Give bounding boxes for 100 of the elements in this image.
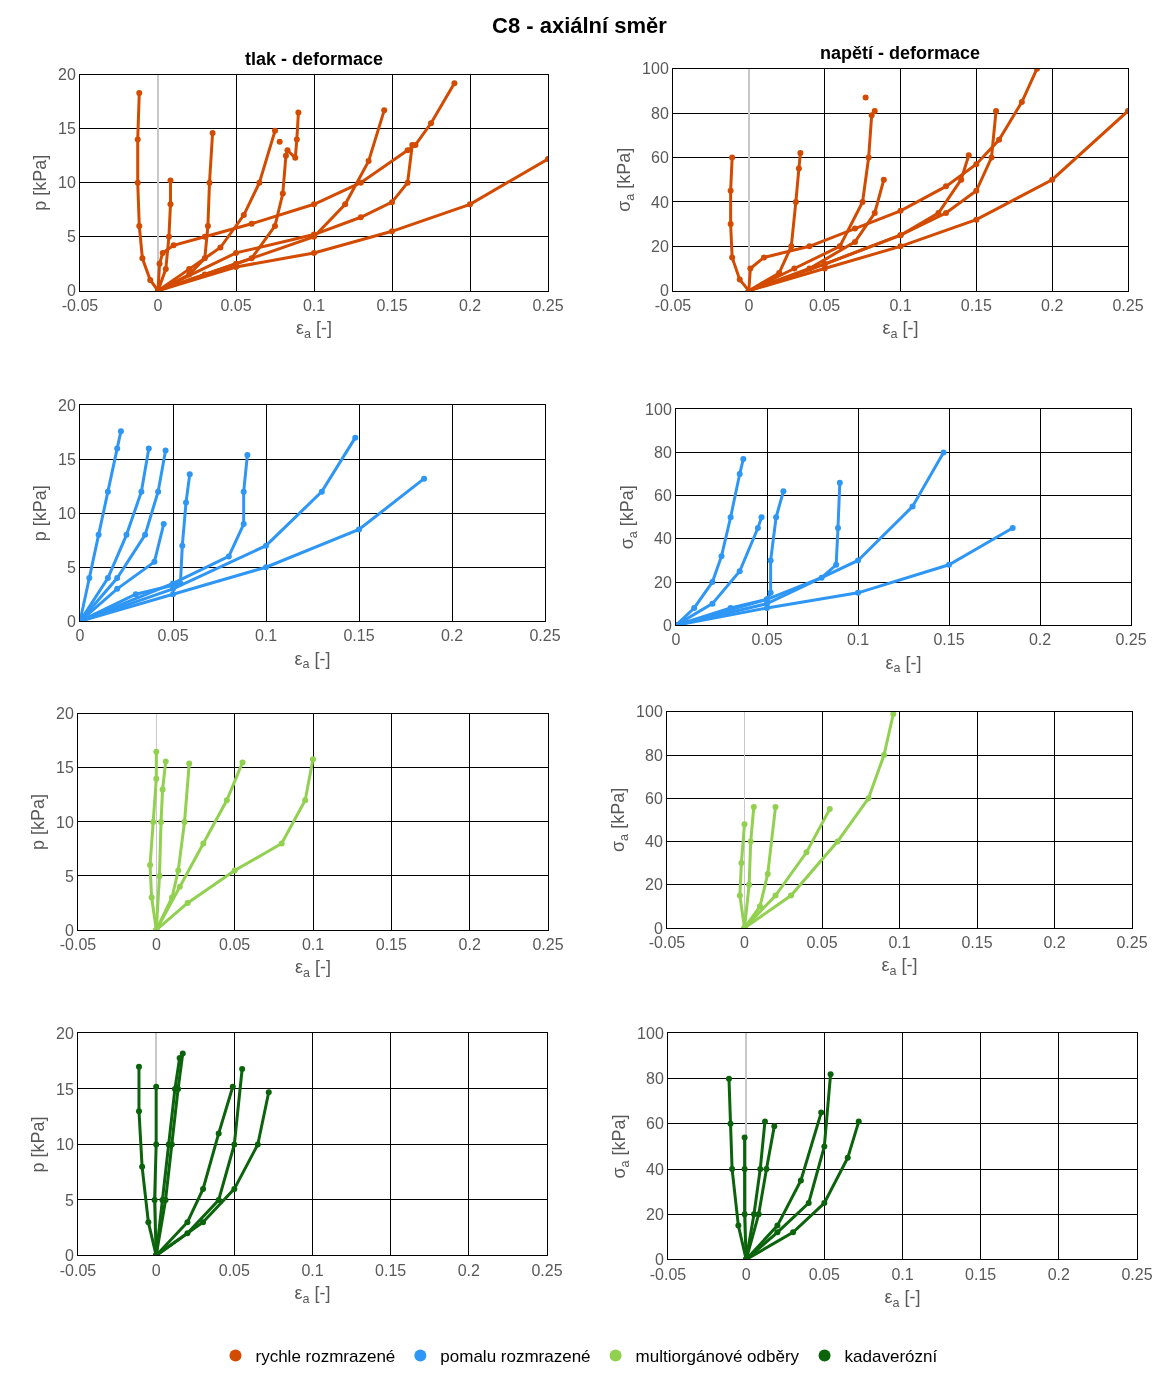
x-tick-label: 0.2	[457, 1261, 481, 1279]
x-tick-label: 0.05	[157, 627, 189, 645]
y-tick-label: 20	[646, 1205, 664, 1223]
x-tick-label: 0	[151, 936, 161, 954]
y-tick-label: 60	[645, 789, 663, 807]
y-tick-label: 0	[662, 616, 672, 634]
x-axis-title: ε$_{a}$ [-]	[882, 318, 919, 341]
x-tick-label: 0.2	[1028, 631, 1052, 649]
x-tick-label: 0.25	[1115, 631, 1147, 649]
x-tick-label: 0.1	[254, 627, 278, 645]
x-tick-label: 0.25	[532, 936, 564, 954]
x-tick-label: 0.15	[376, 296, 408, 314]
x-tick-label: 0.1	[891, 1265, 914, 1283]
y-tick-label: 10	[56, 1136, 74, 1154]
x-tick-label: 0.15	[961, 934, 993, 952]
x-axis-title: ε$_{a}$ [-]	[294, 648, 331, 672]
y-tick-label: 100	[645, 400, 672, 418]
y-axis-title: p [kPa]	[30, 485, 51, 542]
y-tick-label: 20	[645, 876, 663, 894]
y-tick-label: 80	[646, 1070, 664, 1088]
x-tick-label: -0.05	[649, 1265, 687, 1283]
y-tick-label: 20	[58, 66, 76, 84]
x-tick-label: 0.1	[888, 934, 911, 952]
x-axis-title: ε$_{a}$ [-]	[294, 1282, 331, 1306]
x-tick-label: 0.1	[301, 936, 325, 954]
y-axis-title: p [kPa]	[30, 154, 51, 211]
x-tick-label: 0.2	[458, 296, 482, 314]
x-tick-label: 0.25	[1112, 296, 1144, 314]
y-tick-label: 100	[636, 703, 663, 721]
x-tick-label: 0.05	[809, 296, 841, 314]
y-tick-label: 60	[651, 149, 669, 167]
x-tick-label: 0.1	[846, 631, 870, 649]
y-tick-label: 20	[56, 705, 74, 723]
x-tick-label: 0.15	[343, 627, 375, 645]
x-tick-label: 0.2	[1041, 296, 1064, 314]
x-axis-title: ε$_{a}$ [-]	[881, 955, 918, 979]
x-tick-label: -0.05	[59, 936, 97, 954]
y-tick-label: 20	[58, 396, 76, 414]
x-tick-label: 0.15	[375, 1261, 407, 1279]
legend-label: rychle rozmrazené	[255, 1347, 396, 1367]
x-tick-label: 0.2	[1047, 1265, 1071, 1283]
y-tick-label: 40	[645, 833, 663, 851]
y-tick-label: 15	[58, 450, 76, 468]
chart-subtitle: napětí - deformace	[820, 43, 981, 63]
x-tick-label: 0	[151, 1261, 161, 1279]
x-tick-label: 0.1	[301, 1261, 324, 1279]
y-tick-label: 5	[66, 558, 76, 576]
x-tick-label: -0.05	[648, 934, 686, 952]
x-tick-label: 0.25	[1121, 1265, 1153, 1283]
x-tick-label: 0.25	[1116, 934, 1148, 952]
y-tick-label: 0	[653, 919, 663, 937]
x-tick-label: 0.15	[960, 296, 992, 314]
y-tick-label: 5	[66, 228, 76, 246]
y-tick-label: 10	[56, 813, 74, 831]
x-tick-label: 0.15	[375, 936, 407, 954]
x-axis-title: ε$_{a}$ [-]	[884, 1286, 921, 1310]
x-tick-label: 0.25	[532, 296, 564, 314]
y-tick-label: 40	[646, 1160, 664, 1178]
y-tick-label: 0	[64, 921, 74, 939]
x-tick-label: 0.25	[529, 627, 561, 645]
x-tick-label: 0	[741, 1265, 751, 1283]
y-tick-label: 20	[654, 573, 672, 591]
x-tick-label: 0.05	[220, 296, 252, 314]
x-tick-label: 0	[153, 296, 163, 314]
x-tick-label: 0.25	[531, 1261, 563, 1279]
y-tick-label: 10	[58, 174, 76, 192]
x-tick-label: 0.15	[965, 1265, 997, 1283]
y-tick-label: 40	[654, 530, 672, 548]
y-tick-label: 5	[64, 1191, 74, 1209]
x-tick-label: 0.05	[808, 1265, 840, 1283]
y-tick-label: 60	[654, 487, 672, 505]
y-tick-label: 15	[58, 120, 76, 138]
y-tick-label: 40	[651, 193, 669, 211]
x-tick-label: 0	[744, 296, 754, 314]
y-tick-label: 5	[64, 867, 74, 885]
x-tick-label: 0.1	[302, 296, 326, 314]
y-tick-label: 20	[56, 1025, 74, 1043]
x-tick-label: 0.2	[440, 627, 464, 645]
x-tick-label: 0.1	[889, 296, 912, 314]
x-axis-title: ε$_{a}$ [-]	[294, 957, 332, 980]
y-tick-label: 20	[651, 237, 669, 255]
y-tick-label: 60	[646, 1115, 664, 1133]
y-tick-label: 15	[56, 759, 74, 777]
x-tick-label: 0.05	[219, 936, 251, 954]
x-axis-title: ε$_{a}$ [-]	[885, 652, 922, 676]
chart-subtitle: tlak - deformace	[245, 49, 384, 69]
x-tick-label: 0.05	[751, 631, 783, 649]
y-tick-label: 0	[66, 612, 76, 630]
x-tick-label: 0.05	[806, 934, 838, 952]
y-tick-label: 100	[637, 1025, 664, 1043]
legend-label: multiorgánové odběry	[635, 1347, 800, 1367]
y-axis-title: p [kPa]	[28, 793, 49, 850]
y-tick-label: 80	[654, 444, 672, 462]
legend-label: kadaverózní	[844, 1347, 938, 1367]
y-tick-label: 80	[645, 746, 663, 764]
x-tick-label: 0.15	[933, 631, 965, 649]
y-tick-label: 10	[58, 504, 76, 522]
x-tick-label: 0.2	[1043, 934, 1066, 952]
y-tick-label: 15	[56, 1080, 74, 1098]
x-tick-label: 0	[740, 934, 750, 952]
